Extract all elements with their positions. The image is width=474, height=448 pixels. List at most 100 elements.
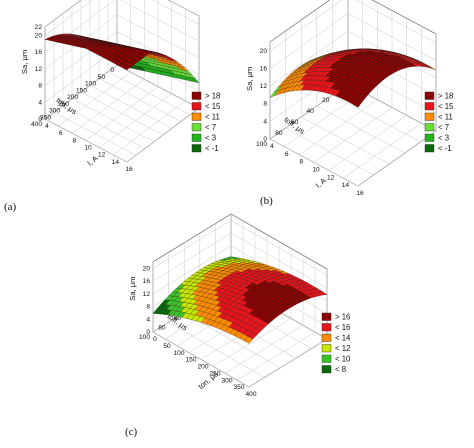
y-tick-label: 10 — [84, 145, 92, 152]
legend-swatch — [191, 91, 202, 100]
legend-swatch — [321, 344, 332, 353]
legend-swatch — [191, 144, 202, 153]
legend-swatch — [321, 312, 332, 321]
z-tick-label: 0 — [146, 329, 150, 336]
z-tick-label: 22 — [35, 24, 43, 31]
legend-label: > 18 — [205, 92, 220, 101]
x-tick-label: 200 — [67, 94, 78, 101]
y-tick-label: 16 — [356, 190, 364, 197]
z-tick-label: 20 — [35, 32, 43, 39]
z-tick-label: 20 — [260, 48, 268, 55]
x-tick-label: 100 — [85, 81, 96, 88]
x-tick-label: 80 — [275, 130, 283, 137]
y-tick-label: 100 — [173, 350, 184, 357]
legend-label: < 3 — [438, 134, 449, 143]
z-axis-label: Sa, μm — [245, 67, 254, 91]
y-tick-label: 6 — [285, 151, 289, 158]
legend: > 18< 15 < 11< 7 < 3< -1 — [191, 91, 221, 153]
x-tick-label: 150 — [76, 87, 87, 94]
y-tick-label: 12 — [327, 174, 335, 181]
x-tick-label: 100 — [139, 334, 150, 341]
z-tick-label: 8 — [38, 83, 42, 90]
y-tick-label: 200 — [197, 364, 208, 371]
legend-label: < -1 — [438, 144, 452, 153]
legend: > 16< 16 < 14< 12 < 10< 8 — [321, 312, 351, 374]
legend: > 18< 15 < 11< 7 < 3< -1 — [424, 91, 454, 153]
legend-swatch — [424, 123, 435, 132]
x-tick-label: 250 — [58, 101, 69, 108]
legend-label: < 8 — [335, 365, 346, 374]
z-axis-label: Sa, μm — [128, 276, 137, 300]
y-tick-label: 400 — [245, 391, 256, 398]
legend-label: < 15 — [205, 102, 221, 111]
y-tick-label: 4 — [270, 143, 274, 150]
legend-swatch — [424, 133, 435, 142]
legend-label: < 14 — [335, 334, 351, 343]
z-tick-label: 8 — [263, 101, 267, 108]
legend-swatch — [321, 365, 332, 374]
legend-label: < 11 — [438, 113, 453, 122]
surface-cell — [353, 99, 363, 108]
legend-label: < 7 — [205, 123, 216, 132]
y-tick-label: 8 — [72, 137, 76, 144]
z-tick-label: 12 — [35, 66, 43, 73]
y-tick-label: 14 — [342, 182, 350, 189]
legend-swatch — [424, 91, 435, 100]
y-tick-label: 12 — [98, 152, 106, 159]
x-tick-label: 400 — [31, 121, 42, 128]
z-axis-label: Sa, μm — [20, 50, 29, 74]
y-tick-label: 250 — [209, 370, 220, 377]
z-tick-label: 4 — [38, 99, 42, 106]
y-tick-label: 50 — [163, 343, 171, 350]
x-tick-label: 20 — [322, 97, 330, 104]
legend-label: > 16 — [335, 313, 350, 322]
surface-plot-b: 04812162002040608010046810121416Sa, μmto… — [245, 0, 454, 207]
z-tick-label: 12 — [143, 291, 151, 298]
x-tick-label: 0 — [110, 67, 114, 74]
y-tick-label: 10 — [312, 167, 320, 174]
legend-swatch — [321, 323, 332, 332]
panel-label: (a) — [4, 201, 17, 213]
legend-swatch — [191, 102, 202, 111]
panel-label: (c) — [125, 426, 138, 438]
z-tick-label: 16 — [260, 65, 268, 72]
y-tick-label: 0 — [153, 336, 157, 343]
surface-mesh — [44, 33, 200, 84]
x-tick-label: 350 — [40, 114, 51, 121]
x-tick-label: 60 — [291, 119, 299, 126]
z-tick-label: 8 — [146, 304, 150, 311]
x-tick-label: 100 — [256, 141, 267, 148]
y-tick-label: 4 — [45, 123, 49, 130]
legend-label: < 12 — [335, 344, 350, 353]
panel-label: (b) — [260, 195, 273, 207]
z-tick-label: 4 — [263, 118, 267, 125]
legend-swatch — [191, 112, 202, 121]
x-tick-label: 40 — [306, 108, 314, 115]
legend-label: < -1 — [205, 144, 219, 153]
legend-swatch — [191, 123, 202, 132]
x-tick-label: 60 — [174, 315, 182, 322]
y-tick-label: 8 — [299, 159, 303, 166]
axis-box — [44, 0, 200, 163]
legend-swatch — [321, 354, 332, 363]
surface-mesh — [152, 256, 328, 344]
surface-plot-c: 0481216200204060801000501001502002503003… — [125, 213, 351, 438]
z-tick-label: 0 — [263, 136, 267, 143]
legend-swatch — [424, 102, 435, 111]
legend-label: < 3 — [205, 134, 216, 143]
z-tick-label: 0 — [38, 116, 42, 123]
surface-mesh — [269, 48, 437, 108]
y-tick-label: 6 — [59, 130, 63, 137]
legend-swatch — [424, 144, 435, 153]
z-tick-label: 4 — [146, 316, 150, 323]
surface-cell — [244, 336, 254, 344]
legend-swatch — [191, 133, 202, 142]
legend-label: < 16 — [335, 323, 350, 332]
z-tick-label: 16 — [35, 49, 43, 56]
y-tick-label: 150 — [185, 357, 196, 364]
y-tick-label: 350 — [233, 384, 244, 391]
y-tick-label: 14 — [112, 159, 120, 166]
z-tick-label: 12 — [260, 83, 268, 90]
